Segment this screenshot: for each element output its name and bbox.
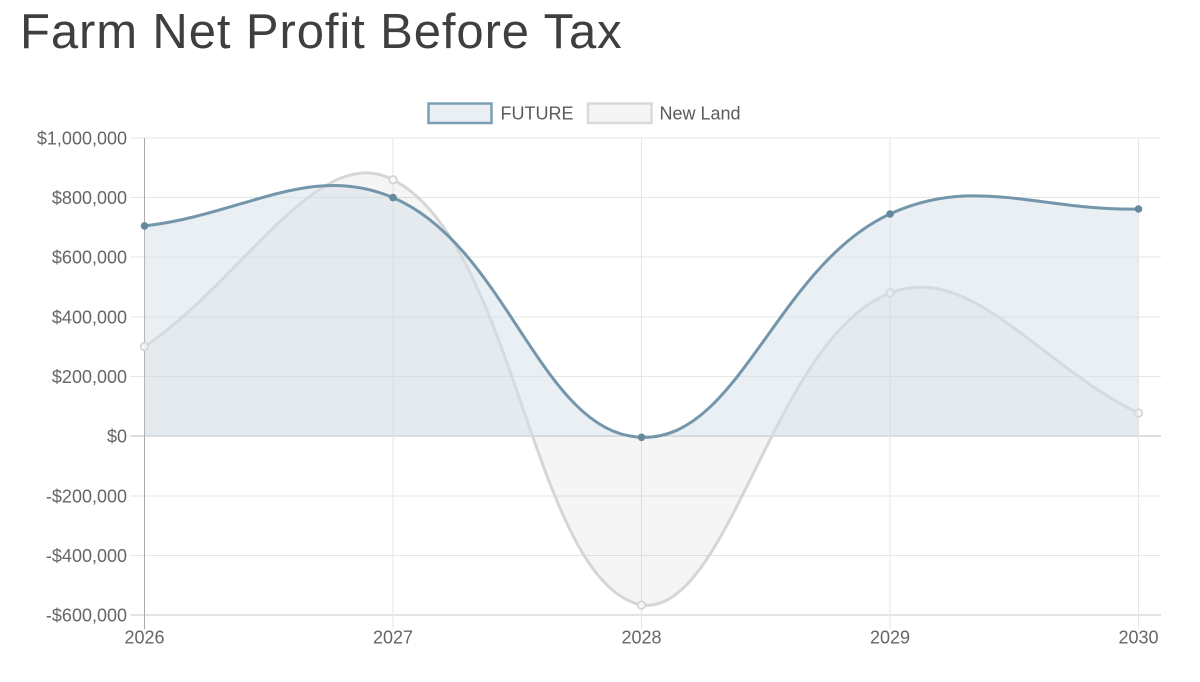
svg-text:-$200,000: -$200,000 (46, 486, 127, 506)
svg-text:2029: 2029 (870, 628, 910, 648)
svg-text:$1,000,000: $1,000,000 (37, 129, 127, 149)
svg-text:2027: 2027 (373, 628, 413, 648)
svg-text:$800,000: $800,000 (52, 188, 127, 208)
svg-text:$600,000: $600,000 (52, 248, 127, 268)
svg-text:-$400,000: -$400,000 (46, 546, 127, 566)
svg-text:$400,000: $400,000 (52, 307, 127, 327)
svg-text:2030: 2030 (1118, 628, 1158, 648)
svg-text:2026: 2026 (124, 628, 164, 648)
svg-text:2028: 2028 (621, 628, 661, 648)
svg-text:$200,000: $200,000 (52, 367, 127, 387)
svg-text:$0: $0 (107, 427, 127, 447)
svg-text:-$600,000: -$600,000 (46, 606, 127, 626)
svg-text:New Land: New Land (660, 104, 741, 124)
svg-text:FUTURE: FUTURE (501, 104, 574, 124)
